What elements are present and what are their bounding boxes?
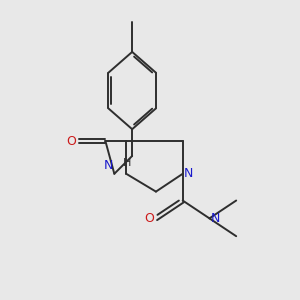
Text: O: O [145, 212, 154, 225]
Text: N: N [103, 159, 113, 172]
Text: H: H [123, 158, 132, 168]
Text: N: N [184, 167, 194, 180]
Text: N: N [211, 212, 220, 225]
Text: O: O [66, 135, 76, 148]
